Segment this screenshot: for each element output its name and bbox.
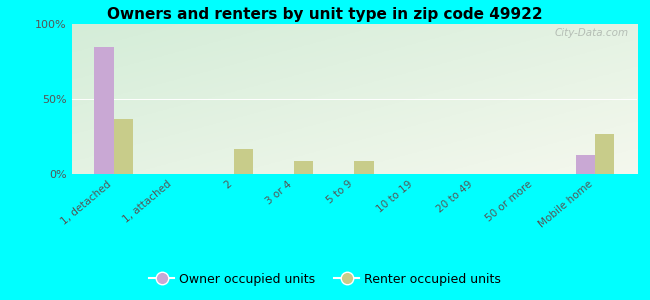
- Bar: [94, 46, 114, 174]
- Bar: [114, 118, 133, 174]
- Bar: [576, 154, 595, 174]
- Legend: Owner occupied units, Renter occupied units: Owner occupied units, Renter occupied un…: [144, 268, 506, 291]
- Bar: [595, 134, 614, 174]
- Bar: [234, 148, 254, 174]
- Bar: [294, 160, 313, 174]
- Text: City-Data.com: City-Data.com: [554, 28, 629, 38]
- Text: Owners and renters by unit type in zip code 49922: Owners and renters by unit type in zip c…: [107, 8, 543, 22]
- Bar: [354, 160, 374, 174]
